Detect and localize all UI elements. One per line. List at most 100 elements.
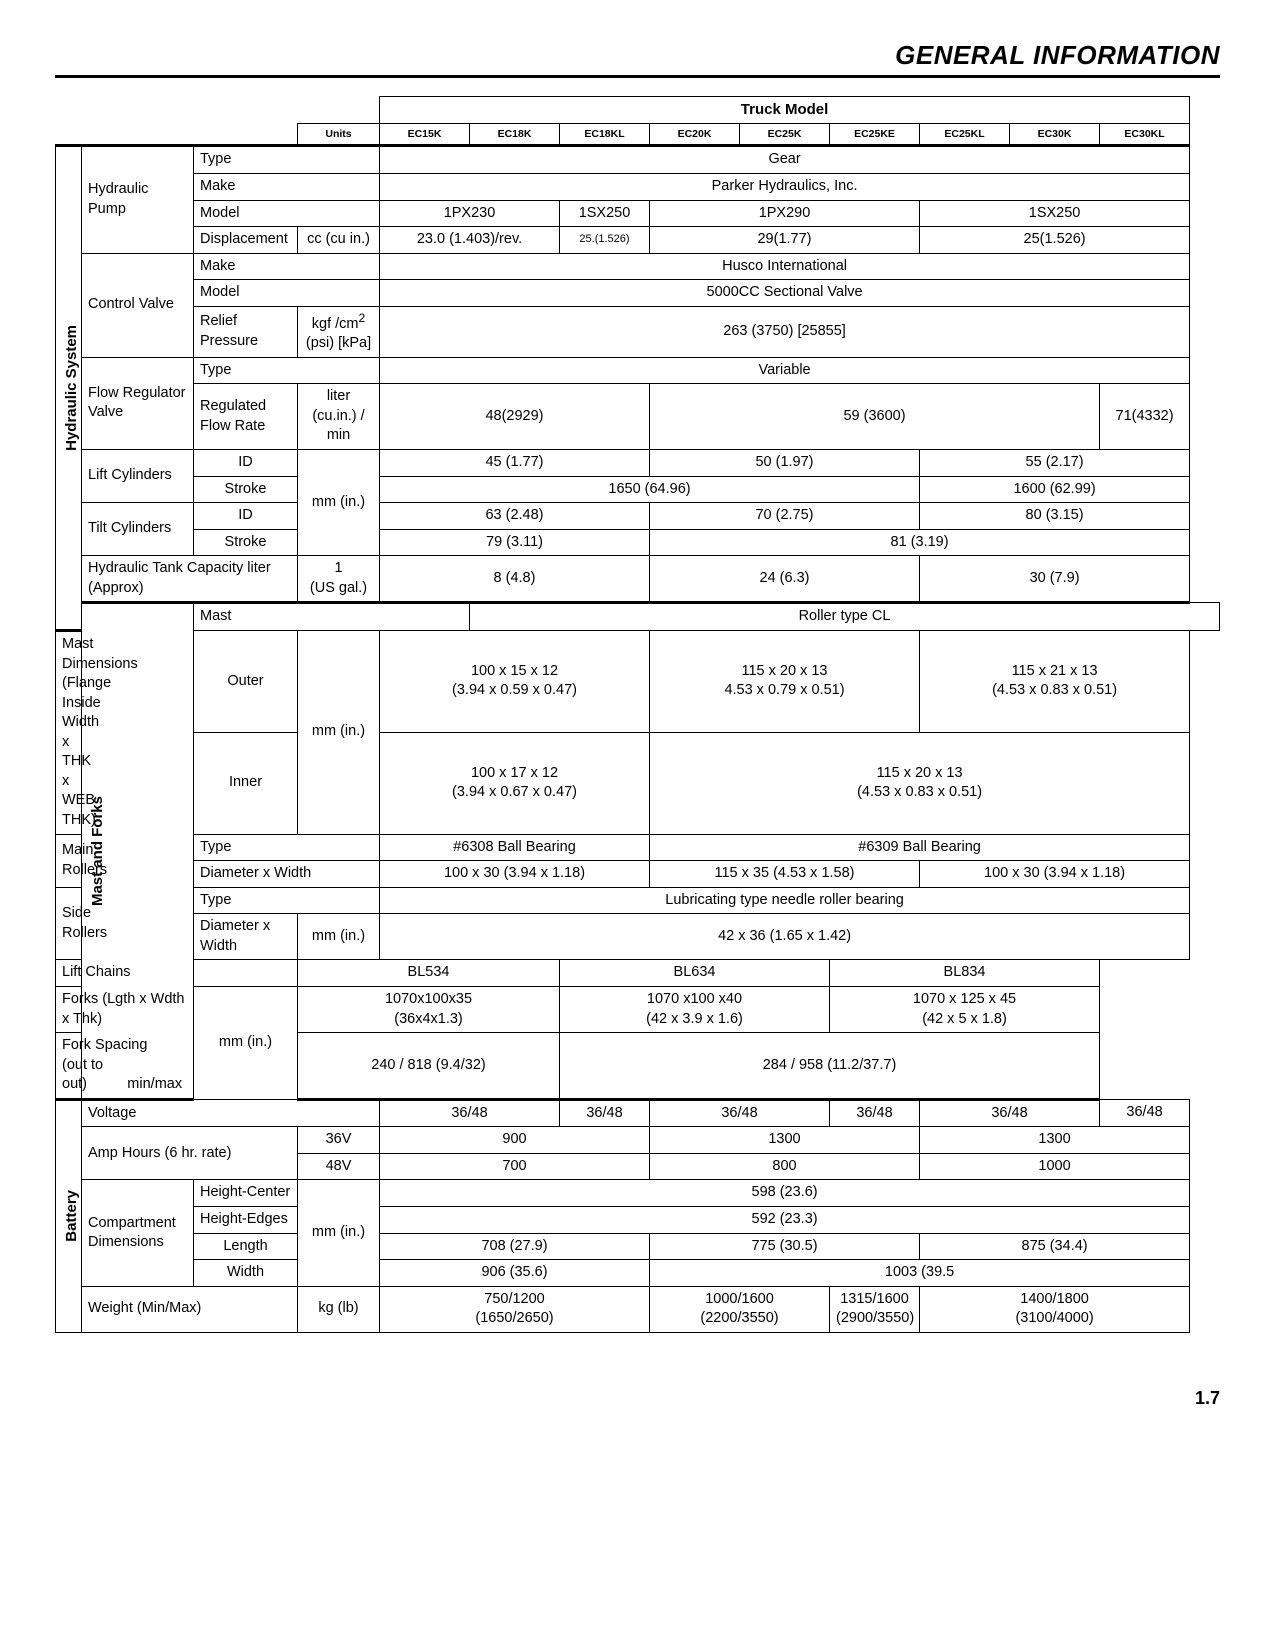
row-model: Model xyxy=(194,280,380,307)
row-inner: Inner xyxy=(194,732,298,834)
val: 29(1.77) xyxy=(650,227,920,254)
val: 50 (1.97) xyxy=(650,450,920,477)
val: 1SX250 xyxy=(920,200,1190,227)
val: 1070x100x35(36x4x1.3) xyxy=(298,986,560,1032)
row-main-rollers: Main Rollers xyxy=(56,834,82,887)
val: 100 x 17 x 12(3.94 x 0.67 x 0.47) xyxy=(380,732,650,834)
val: 115 x 35 (4.53 x 1.58) xyxy=(650,861,920,888)
val: 36/48 xyxy=(920,1099,1100,1127)
val: 36/48 xyxy=(650,1099,830,1127)
val: 23.0 (1.403)/rev. xyxy=(380,227,560,254)
val: #6308 Ball Bearing xyxy=(380,834,650,861)
val: 59 (3600) xyxy=(650,384,1100,450)
row-lift-cylinders: Lift Cylinders xyxy=(82,450,194,503)
row-diameter-width: Diameter xWidth xyxy=(194,914,298,960)
val: 42 x 36 (1.65 x 1.42) xyxy=(380,914,1190,960)
val: 800 xyxy=(650,1153,920,1180)
model-col: EC18K xyxy=(470,124,560,146)
val: 263 (3750) [25855] xyxy=(380,306,1190,357)
model-col: EC18KL xyxy=(560,124,650,146)
unit: kgf /cm2(psi) [kPa] xyxy=(298,306,380,357)
val: 875 (34.4) xyxy=(920,1233,1190,1260)
model-col: EC25KE xyxy=(830,124,920,146)
row-voltage: Voltage xyxy=(82,1099,380,1127)
row-type: Type xyxy=(194,357,380,384)
val: 592 (23.3) xyxy=(380,1207,1190,1234)
unit: mm (in.) xyxy=(298,630,380,834)
unit: mm (in.) xyxy=(194,986,298,1099)
unit: 36V xyxy=(298,1127,380,1154)
unit: mm (in.) xyxy=(298,1180,380,1286)
val: 79 (3.11) xyxy=(380,529,650,556)
val: 63 (2.48) xyxy=(380,503,650,530)
row-lift-chains: Lift Chains xyxy=(56,960,298,987)
row-tilt-cylinders: Tilt Cylinders xyxy=(82,503,194,556)
unit: liter(cu.in.) / min xyxy=(298,384,380,450)
row-hydraulic-pump: Hydraulic Pump xyxy=(82,146,194,253)
row-diameter-width: Diameter x Width xyxy=(194,861,380,888)
row-model: Model xyxy=(194,200,380,227)
row-displacement: Displacement xyxy=(194,227,298,254)
val: 284 / 958 (11.2/37.7) xyxy=(560,1033,1100,1100)
row-type: Type xyxy=(194,887,380,914)
row-fork-spacing: Fork Spacing (out to out) min/max xyxy=(56,1033,194,1100)
val: Husco International xyxy=(380,253,1190,280)
model-col: EC25KL xyxy=(920,124,1010,146)
val: 30 (7.9) xyxy=(920,556,1190,603)
row-type: Type xyxy=(194,834,380,861)
val: BL534 xyxy=(298,960,560,987)
val: 100 x 30 (3.94 x 1.18) xyxy=(920,861,1190,888)
row-stroke: Stroke xyxy=(194,529,298,556)
val: 700 xyxy=(380,1153,650,1180)
val: 81 (3.19) xyxy=(650,529,1190,556)
val: 1315/1600(2900/3550) xyxy=(830,1286,920,1332)
unit: cc (cu in.) xyxy=(298,227,380,254)
row-height-center: Height-Center xyxy=(194,1180,298,1207)
val: 750/1200(1650/2650) xyxy=(380,1286,650,1332)
val: 8 (4.8) xyxy=(380,556,650,603)
unit: kg (lb) xyxy=(298,1286,380,1332)
val: 100 x 15 x 12(3.94 x 0.59 x 0.47) xyxy=(380,630,650,732)
val: Lubricating type needle roller bearing xyxy=(380,887,1190,914)
row-id: ID xyxy=(194,450,298,477)
row-height-edges: Height-Edges xyxy=(194,1207,298,1234)
unit: mm (in.) xyxy=(298,914,380,960)
val: 71(4332) xyxy=(1100,384,1190,450)
val: 1PX230 xyxy=(380,200,560,227)
val: 708 (27.9) xyxy=(380,1233,650,1260)
val: 1PX290 xyxy=(650,200,920,227)
val: 48(2929) xyxy=(380,384,650,450)
val: 36/48 xyxy=(380,1099,560,1127)
row-make: Make xyxy=(194,173,380,200)
val: 115 x 20 x 13(4.53 x 0.83 x 0.51) xyxy=(650,732,1190,834)
spec-table: Truck Model Units EC15K EC18K EC18KL EC2… xyxy=(55,96,1220,1333)
val: #6309 Ball Bearing xyxy=(650,834,1190,861)
row-flow-regulator: Flow RegulatorValve xyxy=(82,357,194,449)
model-col: EC30KL xyxy=(1100,124,1190,146)
val: 25(1.526) xyxy=(920,227,1190,254)
val: 1300 xyxy=(650,1127,920,1154)
val: 5000CC Sectional Valve xyxy=(380,280,1190,307)
row-mast-dimensions: Mast Dimensions (Flange Inside Width x T… xyxy=(56,630,82,834)
row-regulated-flow: RegulatedFlow Rate xyxy=(194,384,298,450)
val: BL834 xyxy=(830,960,1100,987)
row-stroke: Stroke xyxy=(194,476,298,503)
units-header: Units xyxy=(298,124,380,146)
val: 1070 x100 x40(42 x 3.9 x 1.6) xyxy=(560,986,830,1032)
row-control-valve: Control Valve xyxy=(82,253,194,357)
val: 1000 xyxy=(920,1153,1190,1180)
model-col: EC30K xyxy=(1010,124,1100,146)
val: Variable xyxy=(380,357,1190,384)
val: 115 x 20 x 134.53 x 0.79 x 0.51) xyxy=(650,630,920,732)
val: 1600 (62.99) xyxy=(920,476,1190,503)
row-length: Length xyxy=(194,1233,298,1260)
unit: 1(US gal.) xyxy=(298,556,380,603)
row-weight: Weight (Min/Max) xyxy=(82,1286,298,1332)
model-col: EC20K xyxy=(650,124,740,146)
val: 80 (3.15) xyxy=(920,503,1190,530)
row-type: Type xyxy=(194,146,380,174)
val: 1SX250 xyxy=(560,200,650,227)
val: 598 (23.6) xyxy=(380,1180,1190,1207)
val: 1003 (39.5 xyxy=(650,1260,1190,1287)
page-number: 1.7 xyxy=(55,1388,1220,1409)
